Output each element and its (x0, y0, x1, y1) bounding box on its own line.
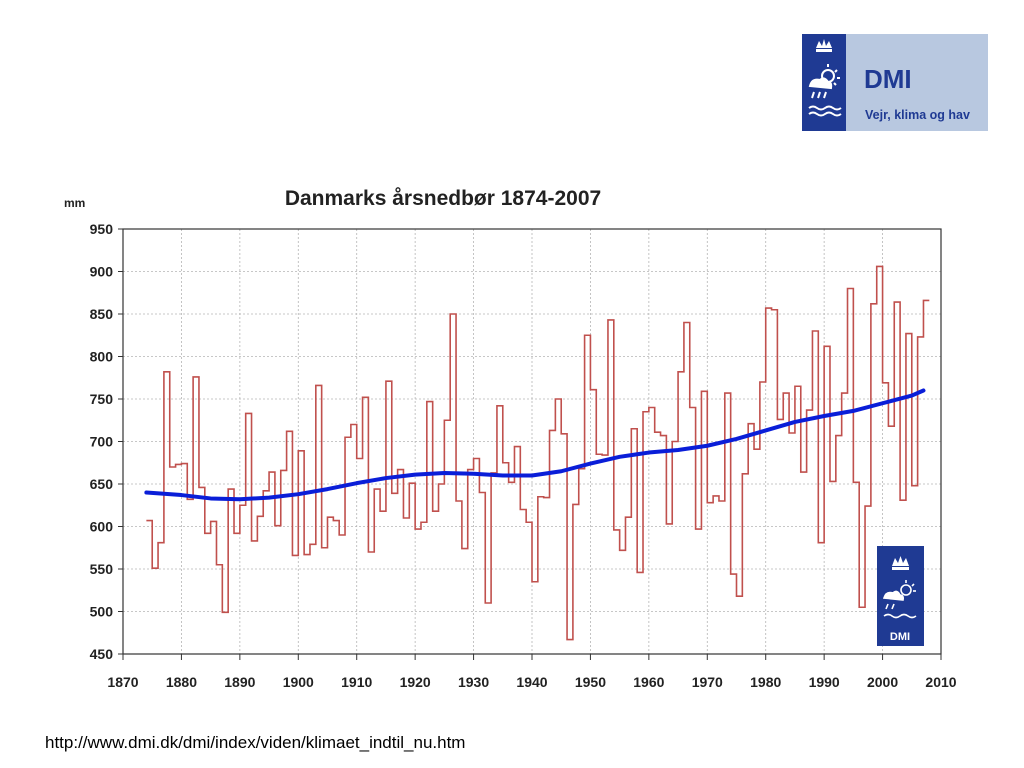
small-crown-icon (892, 556, 909, 570)
y-tick-label: 600 (90, 519, 114, 535)
y-tick-label: 800 (90, 349, 114, 365)
y-tick-label: 500 (90, 604, 114, 620)
x-tick-label: 1930 (458, 674, 489, 690)
x-tick-label: 1880 (166, 674, 197, 690)
source-url: http://www.dmi.dk/dmi/index/viden/klimae… (45, 733, 466, 752)
y-tick-label: 450 (90, 646, 114, 662)
series-layer (144, 265, 930, 641)
x-tick-label: 1950 (575, 674, 606, 690)
y-axis-unit-label: mm (64, 196, 85, 210)
annual-precipitation-series (146, 265, 930, 641)
x-axis: 1870 1880 1890 1900 1910 1920 1930 1940 1950 1960… (107, 654, 957, 690)
logo-tagline: Vejr, klima og hav (865, 108, 970, 122)
precipitation-chart: Danmarks årsnedbør 1874-2007 mm 450 500 55… (64, 187, 957, 690)
x-tick-label: 1980 (750, 674, 781, 690)
x-tick-label: 1890 (224, 674, 255, 690)
dmi-logo: DMI Vejr, klima og hav (802, 34, 988, 131)
x-tick-label: 1920 (400, 674, 431, 690)
x-tick-label: 1910 (341, 674, 372, 690)
y-tick-label: 950 (90, 221, 114, 237)
x-tick-label: 1970 (692, 674, 723, 690)
crown-icon (816, 39, 832, 52)
y-tick-label: 700 (90, 434, 114, 450)
dmi-small-logo: DMI (877, 546, 924, 646)
x-tick-label: 1960 (633, 674, 664, 690)
wave-icon (808, 105, 842, 117)
small-weather-icon (882, 580, 917, 619)
y-tick-label: 850 (90, 306, 114, 322)
x-tick-label: 1900 (283, 674, 314, 690)
x-tick-label: 1940 (516, 674, 547, 690)
weather-symbol-icon (808, 64, 840, 99)
logo-brand: DMI (864, 64, 912, 94)
y-tick-label: 650 (90, 476, 114, 492)
chart-title: Danmarks årsnedbør 1874-2007 (285, 187, 601, 210)
x-tick-label: 2000 (867, 674, 898, 690)
y-tick-label: 900 (90, 264, 114, 280)
trend-series (144, 388, 926, 502)
x-tick-label: 1990 (809, 674, 840, 690)
small-logo-brand: DMI (890, 631, 910, 643)
y-tick-label: 550 (90, 561, 114, 577)
y-axis: 450 500 550 600 650 700 750 800 850 900 950 (90, 221, 123, 662)
y-tick-label: 750 (90, 391, 114, 407)
x-tick-label: 1870 (107, 674, 138, 690)
x-tick-label: 2010 (925, 674, 956, 690)
